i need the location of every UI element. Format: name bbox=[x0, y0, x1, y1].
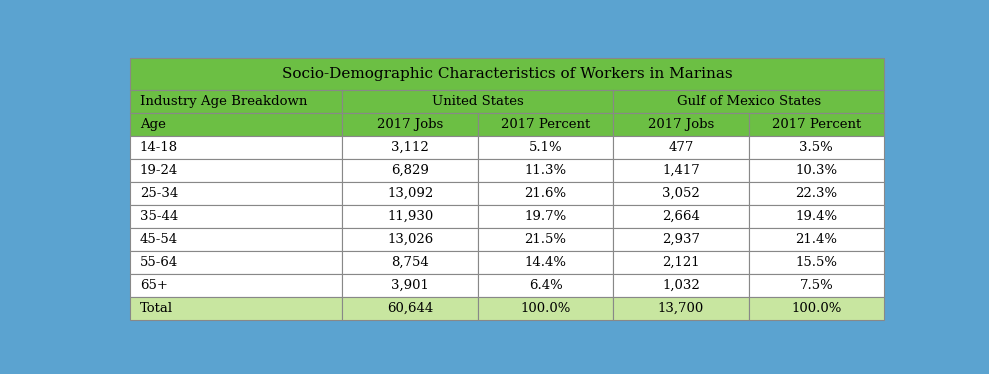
Bar bbox=[613, 274, 749, 297]
Bar bbox=[478, 274, 613, 297]
Bar bbox=[342, 136, 478, 159]
Bar bbox=[613, 90, 884, 113]
Bar bbox=[749, 297, 884, 320]
Bar bbox=[342, 228, 478, 251]
Text: 2017 Percent: 2017 Percent bbox=[500, 118, 590, 131]
Text: 6,829: 6,829 bbox=[392, 164, 429, 177]
Text: 2017 Percent: 2017 Percent bbox=[771, 118, 860, 131]
Text: 11.3%: 11.3% bbox=[524, 164, 567, 177]
Bar bbox=[130, 297, 342, 320]
Text: 1,417: 1,417 bbox=[662, 164, 700, 177]
Text: 35-44: 35-44 bbox=[139, 210, 178, 223]
Text: 21.4%: 21.4% bbox=[795, 233, 838, 246]
Text: 2017 Jobs: 2017 Jobs bbox=[648, 118, 714, 131]
Bar bbox=[478, 113, 613, 136]
Bar bbox=[613, 182, 749, 205]
Bar bbox=[478, 297, 613, 320]
Text: 2,664: 2,664 bbox=[662, 210, 700, 223]
Text: Industry Age Breakdown: Industry Age Breakdown bbox=[139, 95, 308, 108]
Text: 19.4%: 19.4% bbox=[795, 210, 838, 223]
Bar bbox=[342, 182, 478, 205]
Text: 477: 477 bbox=[669, 141, 693, 154]
Text: 60,644: 60,644 bbox=[387, 302, 433, 315]
Bar bbox=[342, 159, 478, 182]
Text: 10.3%: 10.3% bbox=[795, 164, 838, 177]
Bar bbox=[130, 205, 342, 228]
Text: 100.0%: 100.0% bbox=[791, 302, 842, 315]
Bar bbox=[749, 136, 884, 159]
Bar bbox=[749, 159, 884, 182]
Text: 25-34: 25-34 bbox=[139, 187, 178, 200]
Bar bbox=[342, 90, 613, 113]
Bar bbox=[749, 274, 884, 297]
Text: 3.5%: 3.5% bbox=[799, 141, 833, 154]
Bar bbox=[749, 113, 884, 136]
Text: 3,112: 3,112 bbox=[392, 141, 429, 154]
Bar bbox=[613, 136, 749, 159]
Text: 2017 Jobs: 2017 Jobs bbox=[377, 118, 443, 131]
Text: 11,930: 11,930 bbox=[387, 210, 433, 223]
Text: 8,754: 8,754 bbox=[392, 256, 429, 269]
Bar bbox=[130, 159, 342, 182]
Text: 13,026: 13,026 bbox=[387, 233, 433, 246]
Text: 7.5%: 7.5% bbox=[799, 279, 833, 292]
Text: 14.4%: 14.4% bbox=[524, 256, 567, 269]
Bar bbox=[130, 182, 342, 205]
Bar bbox=[342, 205, 478, 228]
Text: 55-64: 55-64 bbox=[139, 256, 178, 269]
Bar bbox=[342, 297, 478, 320]
Bar bbox=[613, 251, 749, 274]
Text: 22.3%: 22.3% bbox=[795, 187, 838, 200]
Text: 13,700: 13,700 bbox=[658, 302, 704, 315]
Text: 15.5%: 15.5% bbox=[795, 256, 838, 269]
Text: Age: Age bbox=[139, 118, 165, 131]
Bar bbox=[130, 274, 342, 297]
Bar bbox=[130, 113, 342, 136]
Bar bbox=[130, 251, 342, 274]
Text: 21.6%: 21.6% bbox=[524, 187, 567, 200]
Text: Total: Total bbox=[139, 302, 173, 315]
Bar bbox=[342, 274, 478, 297]
Bar bbox=[478, 228, 613, 251]
Bar bbox=[478, 159, 613, 182]
Bar bbox=[478, 182, 613, 205]
Bar bbox=[613, 205, 749, 228]
Text: 19-24: 19-24 bbox=[139, 164, 178, 177]
Text: 6.4%: 6.4% bbox=[529, 279, 563, 292]
Text: 21.5%: 21.5% bbox=[524, 233, 567, 246]
Text: 1,032: 1,032 bbox=[662, 279, 700, 292]
Bar bbox=[342, 251, 478, 274]
Bar bbox=[613, 297, 749, 320]
Text: 45-54: 45-54 bbox=[139, 233, 178, 246]
Bar bbox=[130, 58, 884, 90]
Bar bbox=[130, 136, 342, 159]
Bar bbox=[749, 182, 884, 205]
Text: 2,937: 2,937 bbox=[662, 233, 700, 246]
Bar bbox=[749, 228, 884, 251]
Bar bbox=[613, 228, 749, 251]
Bar bbox=[749, 205, 884, 228]
Bar bbox=[478, 136, 613, 159]
Text: 3,901: 3,901 bbox=[392, 279, 429, 292]
Text: United States: United States bbox=[432, 95, 524, 108]
Bar bbox=[130, 228, 342, 251]
Bar bbox=[478, 251, 613, 274]
Text: 3,052: 3,052 bbox=[662, 187, 700, 200]
Text: 100.0%: 100.0% bbox=[520, 302, 571, 315]
Text: 13,092: 13,092 bbox=[387, 187, 433, 200]
Text: 2,121: 2,121 bbox=[662, 256, 699, 269]
Bar bbox=[613, 113, 749, 136]
Bar bbox=[130, 90, 342, 113]
Text: 5.1%: 5.1% bbox=[529, 141, 563, 154]
Bar bbox=[478, 205, 613, 228]
Text: 19.7%: 19.7% bbox=[524, 210, 567, 223]
Bar bbox=[342, 113, 478, 136]
Bar bbox=[613, 159, 749, 182]
Text: Socio-Demographic Characteristics of Workers in Marinas: Socio-Demographic Characteristics of Wor… bbox=[282, 67, 732, 81]
Bar bbox=[749, 251, 884, 274]
Text: 65+: 65+ bbox=[139, 279, 167, 292]
Text: 14-18: 14-18 bbox=[139, 141, 178, 154]
Text: Gulf of Mexico States: Gulf of Mexico States bbox=[676, 95, 821, 108]
